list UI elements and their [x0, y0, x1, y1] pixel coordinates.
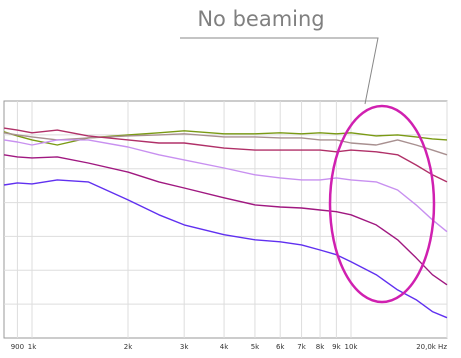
series-line: [3, 130, 448, 146]
series-line: [3, 154, 448, 286]
x-tick-label: 7k: [297, 343, 306, 351]
series-line: [3, 127, 448, 183]
x-tick-label: 8k: [316, 343, 325, 351]
x-tick-label: 1k: [28, 343, 37, 351]
highlight-ellipse: [328, 104, 436, 304]
x-tick-label: 3k: [180, 343, 189, 351]
x-tick-label: 10k: [344, 343, 358, 351]
x-tick-label: 900: [11, 343, 24, 351]
x-tick-label: 20,0k Hz: [416, 343, 447, 351]
annotation: No beaming: [197, 7, 324, 31]
annotation-leader: [180, 37, 379, 105]
x-tick-label: 9k: [332, 343, 341, 351]
series-line: [3, 179, 448, 319]
x-tick-label: 4k: [220, 343, 229, 351]
series-line: [3, 139, 448, 233]
x-tick-label: 2k: [124, 343, 133, 351]
x-tick-label: 6k: [276, 343, 285, 351]
x-tick-label: 5k: [251, 343, 260, 351]
